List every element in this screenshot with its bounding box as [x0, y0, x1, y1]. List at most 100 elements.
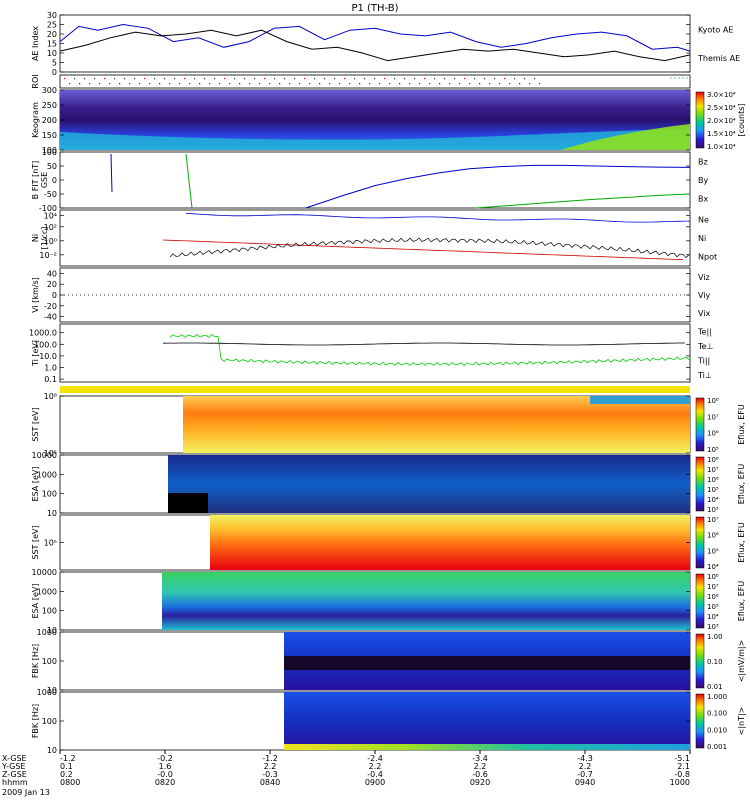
legend-ti-2: Ti||	[697, 356, 710, 365]
ytick-label-ti: 1.0	[44, 364, 57, 373]
bfit-spike	[110, 153, 113, 193]
ytick-label-fbk2: 10	[47, 746, 57, 755]
roi-dot	[459, 83, 461, 85]
xaxis-value: 2.2	[474, 762, 487, 771]
ytick-label-ti: 100.0	[34, 340, 57, 349]
legend-ni-2: Npot	[698, 253, 717, 262]
roi-dot	[269, 83, 271, 85]
colorbar-label-esa_e: Eflux, EFU	[737, 464, 746, 505]
ylabel-sst_e: SST [eV]	[31, 407, 40, 441]
roi-dot	[329, 83, 331, 85]
xaxis-value: 2.2	[579, 762, 592, 771]
legend-bfit-1: By	[698, 176, 708, 185]
roi-dot	[154, 78, 156, 80]
colorbar-tick-sst_e: 10⁶	[707, 430, 719, 438]
panel-frame-ni	[59, 209, 691, 267]
colorbar-tick-sst_i: 10⁴	[707, 563, 719, 571]
roi-dot	[194, 78, 196, 80]
ytick-label-esa_e: 10	[47, 509, 57, 518]
roi-dot	[509, 83, 511, 85]
xaxis-value: 0800	[60, 778, 80, 787]
roi-dot	[244, 78, 246, 80]
panel-vi: Vi [km/s] -40 -20 0 20 40 Viz Viy Vix	[31, 267, 711, 323]
roi-dot	[409, 83, 411, 85]
roi-dot	[324, 78, 326, 80]
ytick-label-esa_i: 10	[47, 626, 57, 635]
ytick-label-fbk2: 1000	[37, 688, 57, 697]
ytick-label-vi: 20	[47, 280, 57, 289]
xaxis-value: -0.3	[262, 770, 278, 779]
roi-dot	[219, 83, 221, 85]
panel-roi: ROI	[31, 74, 691, 89]
legend-vi-2: Vix	[698, 309, 711, 318]
ytick-label-bfit: 0	[52, 176, 57, 185]
colorbar-tick-keogram: 3.0×10⁴	[707, 91, 736, 99]
colorbar-tick-sst_e: 10⁷	[707, 413, 719, 421]
ytick-label-esa_i: 100	[42, 607, 57, 616]
xaxis-row-label: hhmm	[2, 778, 28, 787]
roi-dot	[344, 78, 346, 80]
roi-dot	[389, 83, 391, 85]
legend-ae-1: Themis AE	[697, 54, 740, 63]
roi-dot	[179, 83, 181, 85]
roi-dot	[224, 78, 226, 80]
roi-dot	[474, 78, 476, 80]
ylabel-bfit: B FIT [nT]	[31, 161, 40, 200]
fbk1-dark-band	[284, 656, 690, 670]
panel-fbk2: FBK [Hz] 10 100 1000 0.001 0.010 0.100 1.000 <|n…	[31, 688, 746, 755]
fbk2-bottom-bar	[284, 744, 690, 750]
roi-dot	[419, 83, 421, 85]
colorbar-tick-sst_e: 10⁵	[707, 446, 719, 454]
sst-e-top-band	[590, 396, 690, 404]
xaxis-value: -0.4	[367, 770, 383, 779]
legend-vi-0: Viz	[698, 273, 710, 282]
roi-dot	[184, 78, 186, 80]
roi-dot	[539, 83, 541, 85]
roi-dot	[89, 83, 91, 85]
legend-ni-1: Ni	[698, 234, 706, 243]
roi-dot	[74, 78, 76, 80]
roi-dot	[284, 78, 286, 80]
ylabel-ae: AE Index	[31, 26, 40, 61]
colorbar-tick-esa_i: 10⁴	[707, 613, 719, 621]
ytick-label-vi: -40	[44, 313, 57, 322]
roi-dot	[214, 78, 216, 80]
colorbar-label-fbk1: <|mV/m|>	[737, 640, 746, 683]
roi-dot	[504, 78, 506, 80]
panel-esa_i: ESA [eV] 10 100 1000 10000 10³ 10⁴ 10⁵ 10⁶ 10⁷ 10⁸…	[31, 568, 746, 635]
roi-dot	[334, 78, 336, 80]
ytick-label-ni: 10²	[44, 223, 57, 232]
colorbar-label-keogram: [counts]	[737, 104, 746, 137]
roi-dot	[144, 78, 146, 80]
ytick-label-fbk1: 100	[42, 657, 57, 666]
roi-dot	[104, 78, 106, 80]
xaxis-value: 0.1	[60, 762, 73, 771]
ytick-label-vi: -20	[44, 302, 57, 311]
colorbar-tick-fbk2: 0.100	[707, 710, 727, 718]
roi-dot	[109, 83, 111, 85]
colorbar-tick-esa_i: 10³	[707, 623, 719, 631]
xaxis-value: -1.2	[262, 754, 278, 763]
ytick-label-fbk2: 100	[42, 717, 57, 726]
spectrogram-esa_i	[162, 572, 690, 630]
ytick-label-vi: 40	[47, 269, 57, 278]
ylabel-ni: Ni	[31, 234, 40, 242]
colorbar-fbk2	[695, 693, 705, 749]
roi-dot	[199, 83, 201, 85]
panel-fbk1: FBK [Hz] 10 100 1000 0.01 0.10 1.00 <|mV/m|>	[31, 628, 746, 695]
colorbar-label-fbk2: <|nT|>	[737, 707, 746, 736]
roi-dot	[314, 78, 316, 80]
roi-dot	[239, 83, 241, 85]
roi-dot	[124, 78, 126, 80]
ytick-label-ti: 0.1	[44, 375, 57, 384]
roi-dot	[169, 83, 171, 85]
ylabel-esa_i: ESA [eV]	[31, 584, 40, 619]
roi-dot	[279, 83, 281, 85]
roi-dot	[79, 83, 81, 85]
ytick-label-esa_e: 100	[42, 490, 57, 499]
roi-dot	[294, 78, 296, 80]
ylabel-sst_i: SST [eV]	[31, 525, 40, 559]
ytick-label-sst_e: 10⁶	[44, 392, 57, 401]
colorbar-tick-fbk2: 0.001	[707, 743, 727, 751]
